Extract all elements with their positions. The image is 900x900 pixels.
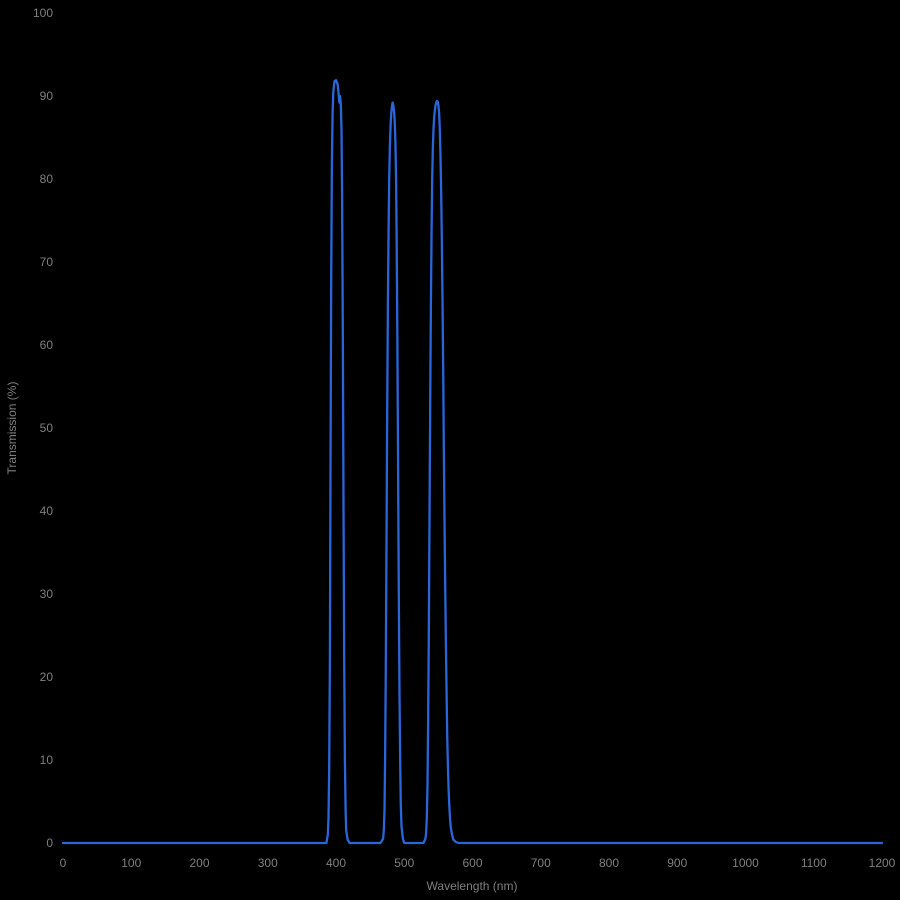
- x-tick-label: 500: [394, 856, 415, 870]
- x-tick-label: 900: [667, 856, 688, 870]
- x-tick-label: 100: [121, 856, 142, 870]
- x-tick-label: 300: [257, 856, 278, 870]
- transmission-line: [61, 79, 884, 845]
- y-tick-label: 50: [39, 421, 53, 435]
- y-tick-label: 60: [39, 338, 53, 352]
- y-tick-label: 10: [39, 753, 53, 767]
- x-tick-label: 200: [189, 856, 210, 870]
- y-tick-label: 90: [39, 89, 53, 103]
- x-tick-label: 400: [325, 856, 347, 870]
- x-tick-label: 0: [59, 856, 67, 870]
- y-tick-label: 40: [39, 504, 53, 518]
- y-tick-label: 30: [39, 587, 53, 601]
- y-tick-label: 70: [39, 255, 53, 269]
- y-tick-label: 80: [39, 172, 53, 186]
- x-tick-label: 1100: [800, 856, 827, 870]
- y-tick-label: 0: [46, 836, 53, 850]
- x-axis-title: Wavelength (nm): [426, 879, 518, 893]
- x-tick-label: 800: [598, 856, 620, 870]
- y-axis-title: Transmission (%): [5, 381, 19, 475]
- x-tick-label: 1200: [868, 856, 896, 870]
- y-tick-label: 20: [39, 670, 53, 684]
- x-tick-label: 600: [462, 856, 483, 870]
- y-tick-label: 100: [32, 6, 53, 20]
- x-tick-label: 700: [530, 856, 551, 870]
- x-tick-label: 1000: [732, 856, 759, 870]
